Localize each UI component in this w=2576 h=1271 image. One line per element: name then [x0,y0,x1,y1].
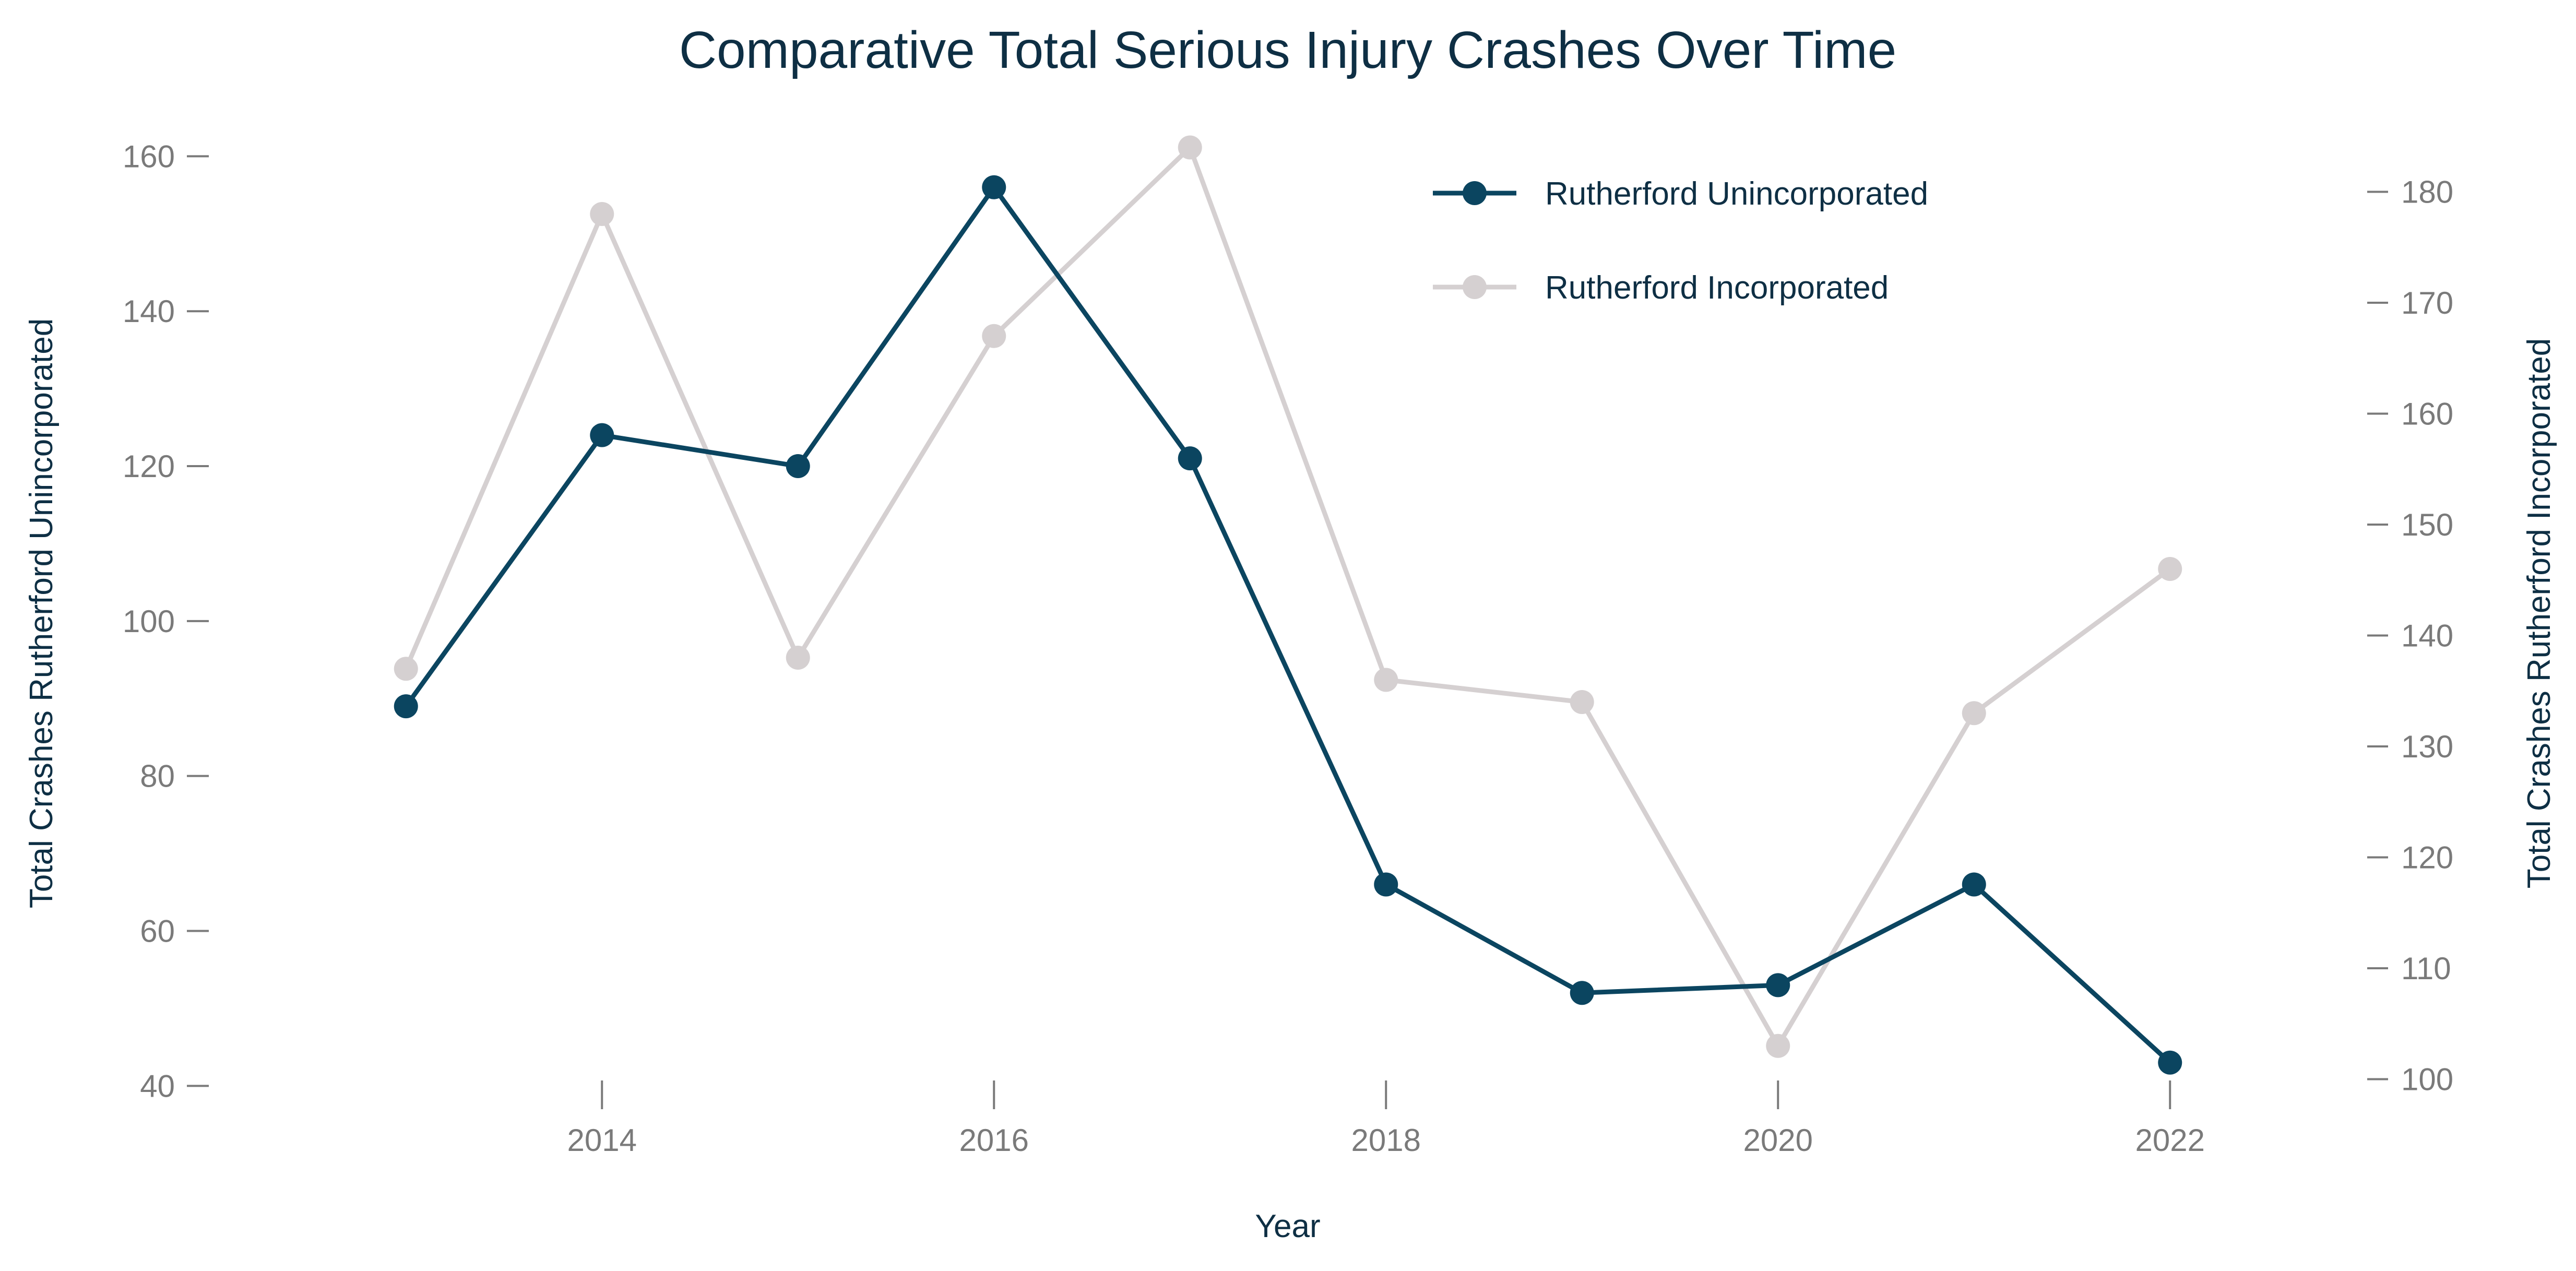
y-axis-right-label: Total Crashes Rutherford Incorporated [2521,338,2557,889]
y-right-tick-label: 130 [2401,729,2453,764]
y-right-tick-label: 180 [2401,175,2453,210]
data-point-incorporated [394,657,418,681]
x-tick-label: 2016 [959,1123,1029,1158]
x-tick-label: 2020 [1743,1123,1813,1158]
x-axis: 2014 2016 2018 2020 2022 [567,1080,2205,1158]
y-left-tick-label: 100 [123,604,175,639]
legend-label-incorporated: Rutherford Incorporated [1545,270,1889,306]
data-point-unincorporated [982,175,1006,199]
legend-item-unincorporated: Rutherford Unincorporated [1433,176,1928,212]
x-tick-label: 2022 [2135,1123,2205,1158]
y-left-tick-label: 40 [140,1068,175,1103]
data-point-incorporated [1962,701,1986,726]
y-left-tick-label: 120 [123,449,175,484]
legend-marker-incorporated [1463,275,1487,299]
y-axis-left: 40 60 80 100 120 140 160 [123,139,209,1103]
data-point-incorporated [1570,690,1594,714]
data-point-unincorporated [1570,981,1594,1005]
y-right-tick-label: 170 [2401,286,2453,320]
data-point-unincorporated [590,423,614,447]
data-point-unincorporated [1766,973,1790,997]
y-axis-right: 100 110 120 130 140 150 160 170 180 [2367,175,2453,1097]
data-point-incorporated [786,646,810,670]
y-right-tick-label: 160 [2401,397,2453,432]
plot-series [394,135,2182,1075]
data-point-incorporated [2158,557,2182,581]
y-right-tick-label: 100 [2401,1062,2453,1097]
y-right-tick-label: 140 [2401,619,2453,654]
y-right-tick-label: 110 [2401,951,2451,986]
data-point-unincorporated [2158,1050,2182,1075]
data-point-incorporated [590,202,614,226]
data-point-unincorporated [1374,872,1398,897]
data-point-unincorporated [394,694,418,719]
data-point-unincorporated [1962,872,1986,897]
data-point-incorporated [1766,1034,1790,1058]
data-point-incorporated [1178,135,1202,160]
series-line-incorporated [403,145,2173,1049]
y-right-tick-label: 150 [2401,507,2453,542]
y-left-tick-label: 80 [140,759,175,794]
data-point-incorporated [1374,668,1398,692]
series-line-unincorporated [403,185,2173,1065]
data-point-incorporated [982,324,1006,348]
y-left-tick-label: 160 [123,139,175,174]
legend: Rutherford Unincorporated Rutherford Inc… [1433,176,1928,306]
legend-label-unincorporated: Rutherford Unincorporated [1545,176,1928,212]
chart-title: Comparative Total Serious Injury Crashes… [679,21,1896,79]
data-point-unincorporated [1178,446,1202,471]
legend-marker-unincorporated [1463,181,1487,205]
legend-item-incorporated: Rutherford Incorporated [1433,270,1889,306]
x-tick-label: 2018 [1351,1123,1421,1158]
y-axis-left-label: Total Crashes Rutherford Unincorporated [23,318,60,908]
data-point-unincorporated [786,454,810,479]
y-left-tick-label: 140 [123,294,175,329]
y-right-tick-label: 120 [2401,840,2453,875]
x-axis-label: Year [1255,1208,1320,1244]
x-tick-label: 2014 [567,1123,637,1158]
y-left-tick-label: 60 [140,913,175,948]
